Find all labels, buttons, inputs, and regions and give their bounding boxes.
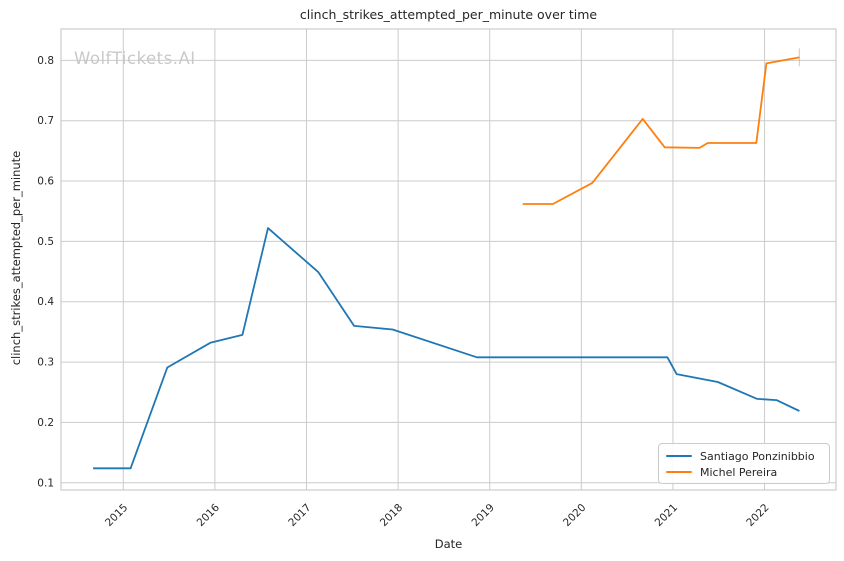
x-tick-label: 2017 <box>286 502 313 529</box>
y-tick-label: 0.6 <box>37 176 54 188</box>
legend-item-michel-pereira: Michel Pereira <box>666 464 823 480</box>
x-tick-label: 2015 <box>103 502 130 529</box>
x-tick-label: 2022 <box>744 502 771 529</box>
series-line-michel-pereira <box>522 56 800 205</box>
plot-border <box>60 28 837 491</box>
y-tick-label: 0.4 <box>37 296 54 308</box>
y-tick-label: 0.7 <box>37 115 54 127</box>
y-tick-label: 0.8 <box>37 55 54 67</box>
legend-label: Michel Pereira <box>700 465 778 479</box>
x-tick-label: 2019 <box>469 502 496 529</box>
y-tick-label: 0.1 <box>37 477 54 489</box>
legend-item-santiago-ponzinibbio: Santiago Ponzinibbio <box>666 448 823 464</box>
chart-title: clinch_strikes_attempted_per_minute over… <box>299 7 598 22</box>
legend-label: Santiago Ponzinibbio <box>700 449 815 463</box>
y-tick-label: 0.3 <box>37 357 54 369</box>
x-tick-label: 2016 <box>195 501 223 529</box>
legend-swatch-blue-line <box>666 454 692 458</box>
x-tick-label: 2020 <box>561 502 588 529</box>
watermark: WolfTickets.AI <box>74 49 196 68</box>
y-tick-label: 0.2 <box>37 417 54 429</box>
x-axis-label: Date <box>434 537 463 551</box>
x-tick-label: 2021 <box>653 502 680 529</box>
series-line-santiago-ponzinibbio <box>93 227 800 470</box>
y-tick-label: 0.5 <box>37 236 54 248</box>
x-tick-label: 2018 <box>378 502 405 529</box>
legend: Santiago Ponzinibbio Michel Pereira <box>658 443 830 484</box>
y-axis-label: clinch_strikes_attempted_per_minute <box>9 150 23 366</box>
legend-swatch-orange-line <box>666 470 692 474</box>
